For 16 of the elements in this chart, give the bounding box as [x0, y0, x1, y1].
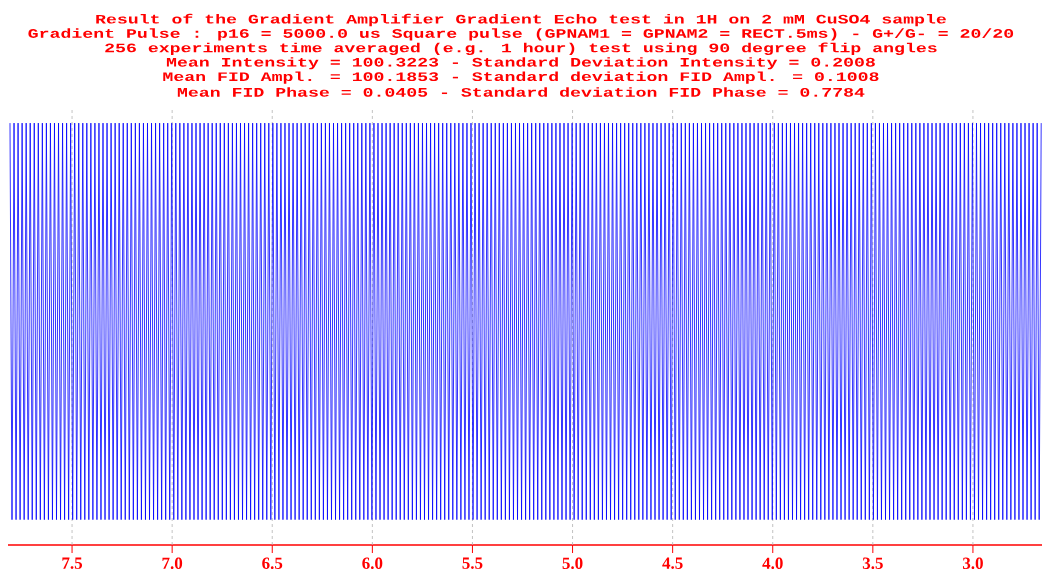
x-tick-label: 5.5	[462, 557, 483, 569]
x-tick-label: 7.5	[62, 557, 83, 569]
x-tick-label: 4.5	[662, 557, 683, 569]
x-tick-label: 3.0	[962, 557, 983, 570]
text: Mean FID Ampl. = 100.1853 - Standard deviation FID Ampl. = 0.1008	[163, 71, 879, 84]
x-tick-label: 6.0	[362, 557, 383, 570]
x-tick-label: 4.0	[762, 557, 783, 570]
x-tick-label: 7.0	[162, 557, 183, 570]
text: Mean Intensity = 100.3223 - Standard Deviation Intensity = 0.2008	[166, 57, 875, 70]
x-tick-label: 3.5	[862, 557, 883, 570]
text: Mean FID Phase = 0.0405 - Standard deviation FID Phase = 0.7784	[177, 87, 865, 97]
x-tick-label: 6.5	[262, 557, 283, 570]
chart-subtitle: Gradient Pulse : p16 = 5000.0 us Square pulse (GPNAM1 = GPNAM2 = RECT.5ms) - G+/G- = 20/20	[28, 28, 1014, 41]
chart-title: Result of the Gradient Amplifier Gradient Echo test in 1H on 2 mM CuSO4 sample	[96, 13, 946, 27]
text: 256 experiments time averaged (e.g. 1 hour) test using 90 degree flip angles	[105, 42, 937, 55]
x-tick-label: 5.0	[562, 557, 583, 570]
